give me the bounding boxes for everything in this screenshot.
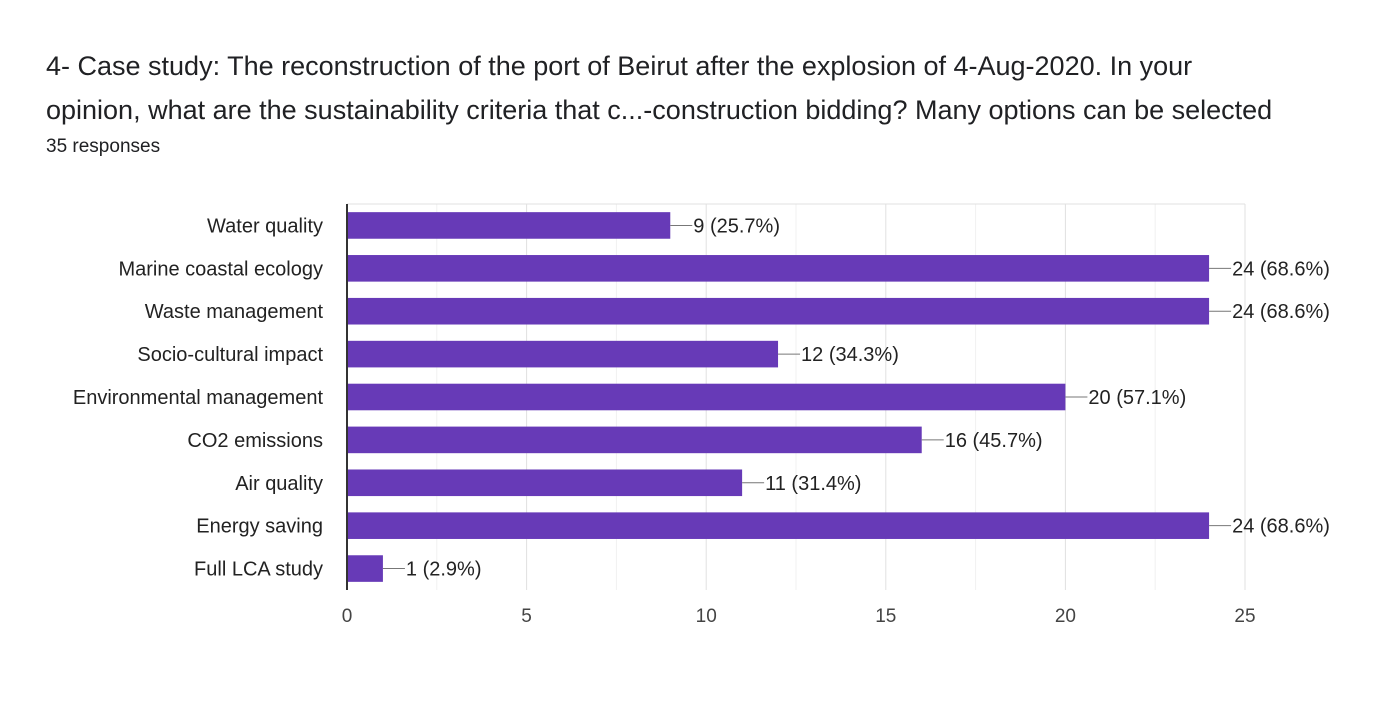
response-count: 35 responses xyxy=(46,136,161,157)
category-label: Energy saving xyxy=(196,516,323,538)
bar xyxy=(347,340,779,368)
data-label: 24 (68.6%) xyxy=(1232,301,1330,323)
category-label: Waste management xyxy=(145,301,324,323)
data-label: 24 (68.6%) xyxy=(1232,516,1330,538)
x-tick-label: 25 xyxy=(1234,606,1255,627)
question-title-line-1: 4- Case study: The reconstruction of the… xyxy=(46,51,1193,81)
x-tick-label: 0 xyxy=(342,606,353,627)
question-title: 4- Case study: The reconstruction of the… xyxy=(46,44,1366,132)
bar xyxy=(347,383,1066,411)
x-tick-label: 10 xyxy=(696,606,717,627)
bars xyxy=(347,212,1210,582)
category-label: Environmental management xyxy=(73,387,324,409)
x-tick-label: 5 xyxy=(521,606,532,627)
bar xyxy=(347,255,1210,282)
bar xyxy=(347,469,743,497)
data-label: 16 (45.7%) xyxy=(945,430,1043,452)
bar xyxy=(347,297,1210,325)
bar xyxy=(347,426,922,454)
labels: 9 (25.7%) Water quality 24 (68.6%) Marine c… xyxy=(73,215,1330,627)
data-label: 11 (31.4%) xyxy=(765,473,861,495)
category-label: Full LCA study xyxy=(194,559,323,581)
bar xyxy=(347,512,1210,539)
data-label: 24 (68.6%) xyxy=(1232,258,1330,280)
category-label: CO2 emissions xyxy=(187,430,323,452)
data-label: 12 (34.3%) xyxy=(801,344,899,366)
category-label: Marine coastal ecology xyxy=(118,258,323,280)
question-title-line-2: opinion, what are the sustainability cri… xyxy=(46,95,1273,125)
data-label: 1 (2.9%) xyxy=(406,559,482,581)
chart-header: 4- Case study: The reconstruction of the… xyxy=(46,44,1366,160)
category-label: Water quality xyxy=(207,215,323,237)
bar xyxy=(347,212,671,239)
category-label: Air quality xyxy=(235,473,323,495)
data-label: 20 (57.1%) xyxy=(1088,387,1186,409)
bar xyxy=(347,555,383,582)
x-tick-label: 20 xyxy=(1055,606,1076,627)
data-label: 9 (25.7%) xyxy=(693,215,780,237)
x-tick-label: 15 xyxy=(875,606,896,627)
category-label: Socio-cultural impact xyxy=(137,344,323,366)
